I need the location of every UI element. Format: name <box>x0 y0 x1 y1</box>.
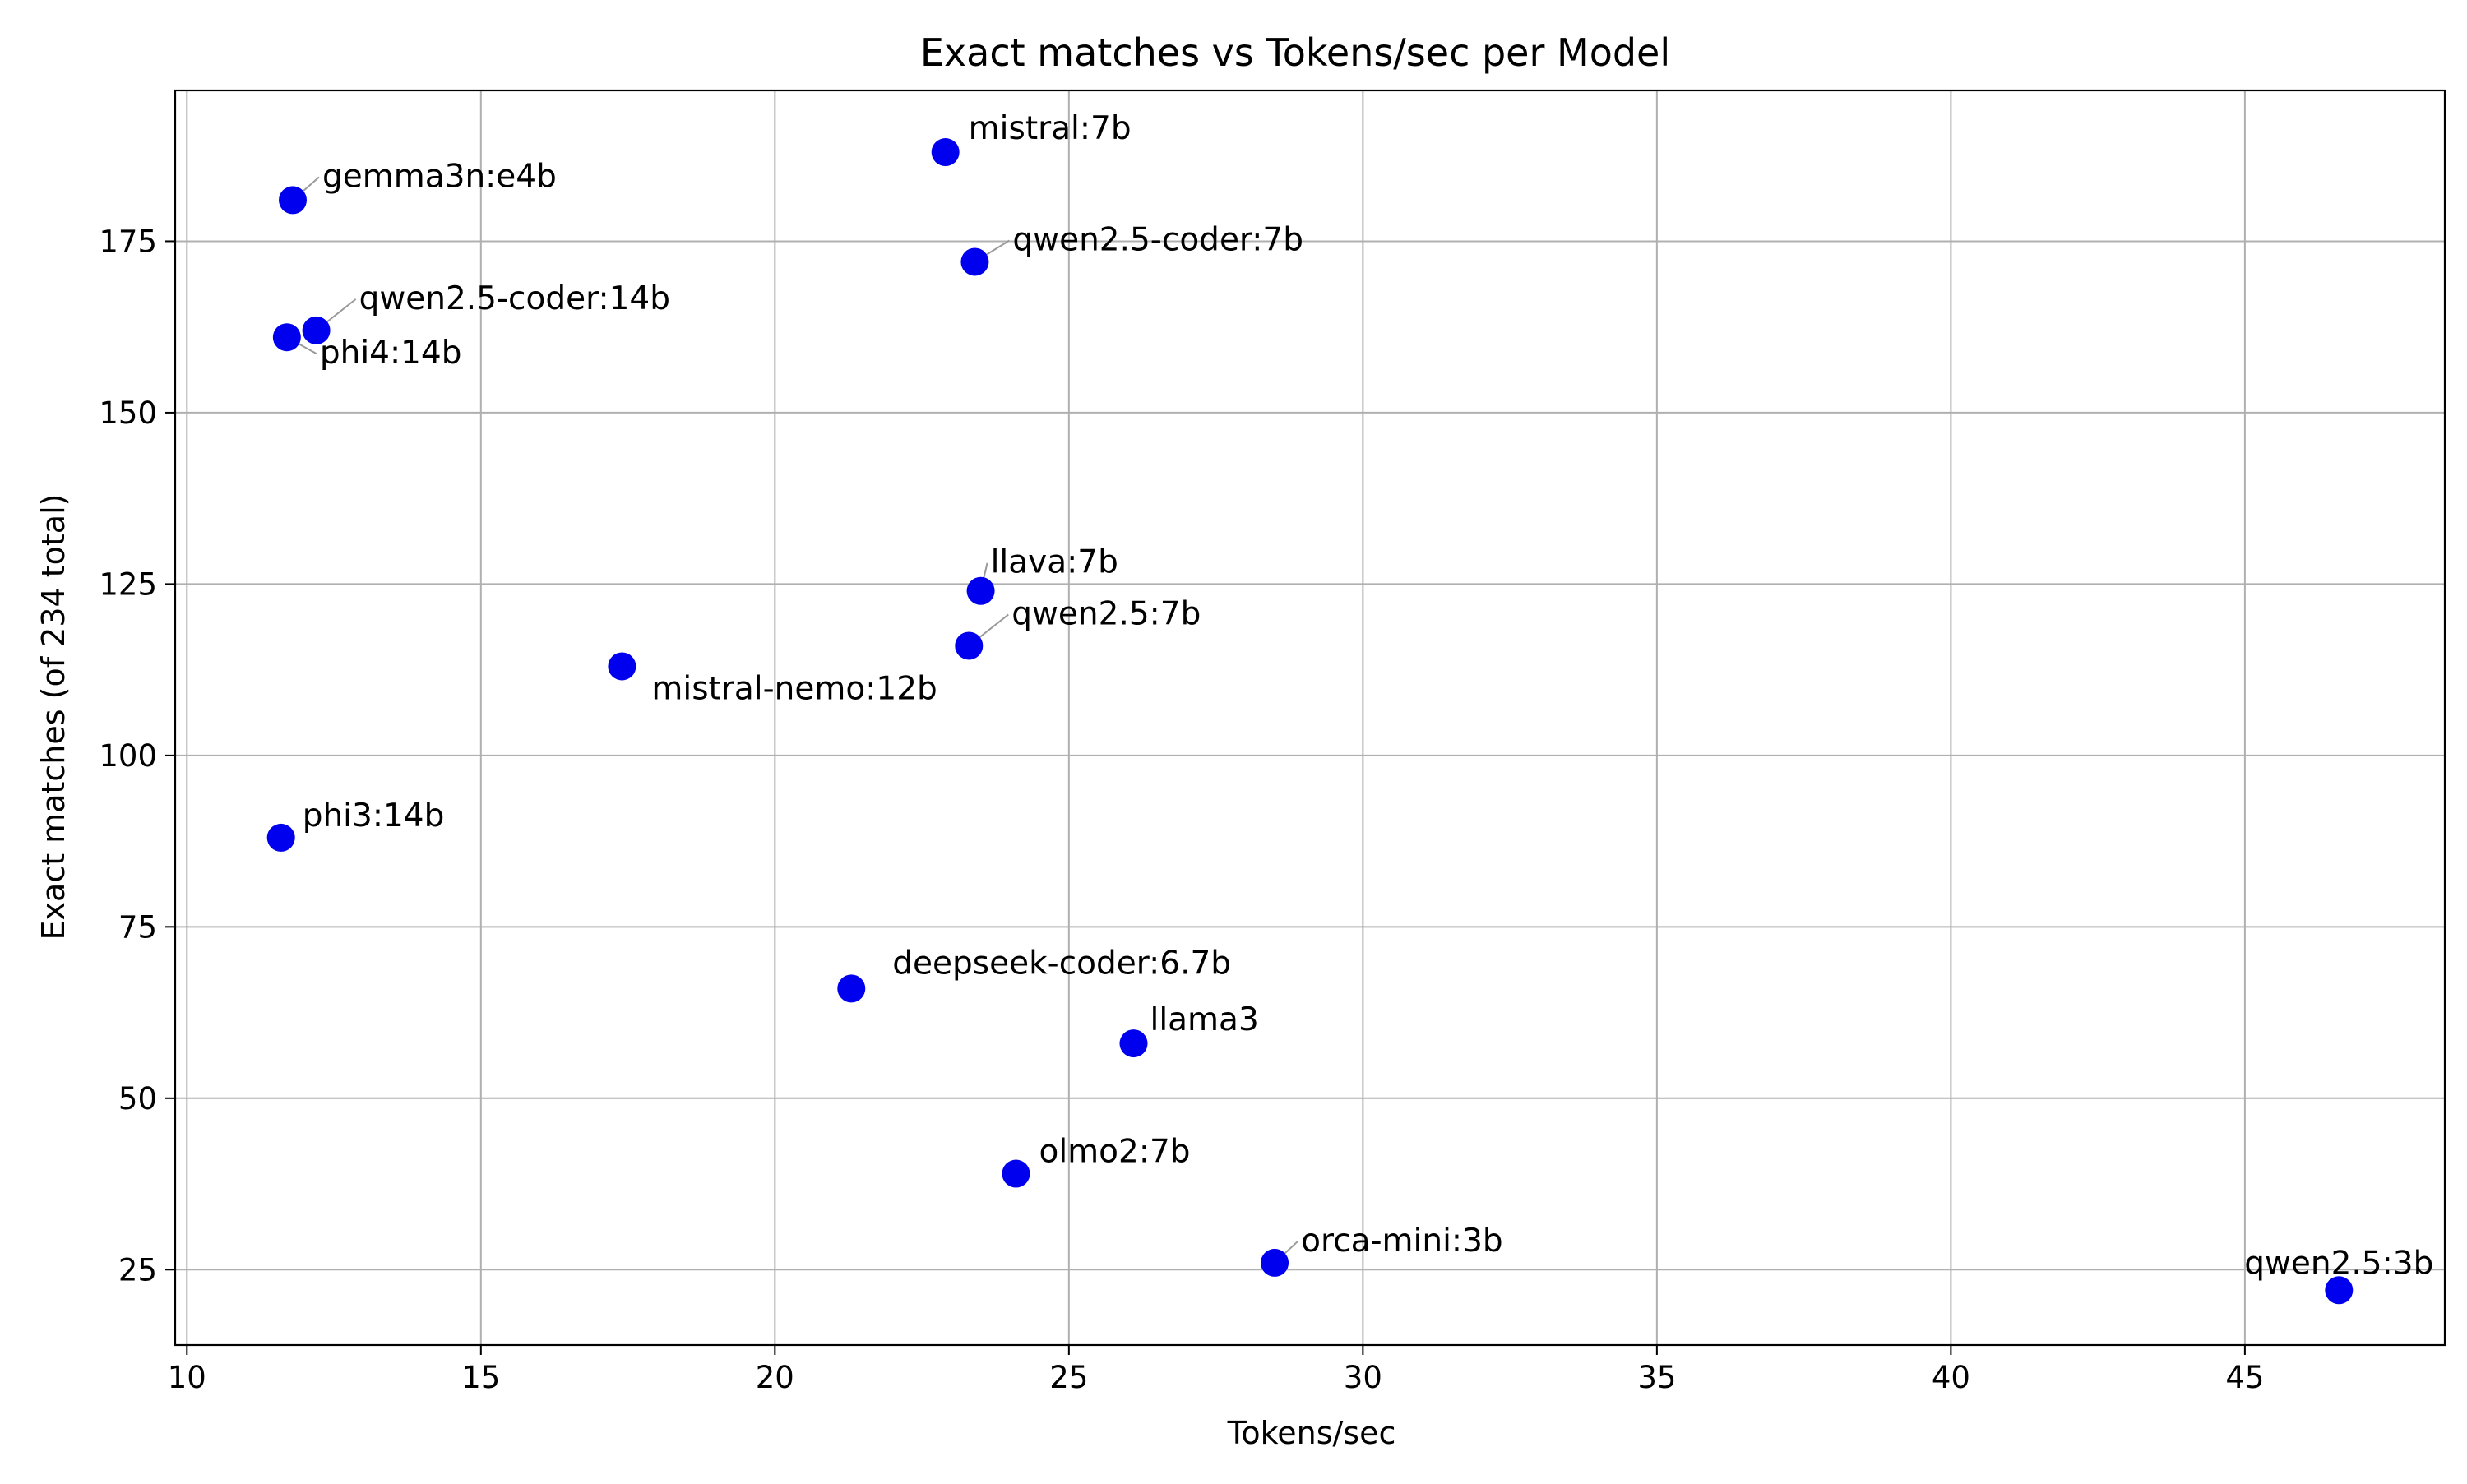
plot-area-frame <box>174 89 2446 1347</box>
axis-ticks: 10 15 20 25 30 35 40 45 25 50 75 100 125 150 175 <box>99 224 2264 1395</box>
x-tick-label: 10 <box>168 1360 206 1395</box>
x-tick-label: 40 <box>1932 1360 1970 1395</box>
y-tick-label: 125 <box>99 566 157 602</box>
y-tick-label: 75 <box>118 909 157 945</box>
x-tick-label: 15 <box>461 1360 500 1395</box>
point-label: orca-mini:3b <box>1301 1223 1503 1260</box>
data-point <box>960 247 989 276</box>
x-tick-label: 45 <box>2225 1360 2264 1395</box>
point-label: qwen2.5-coder:7b <box>1012 221 1303 258</box>
x-tick-label: 25 <box>1049 1360 1088 1395</box>
point-label: mistral:7b <box>969 110 1132 147</box>
point-label: deepseek-coder:6.7b <box>892 945 1231 982</box>
chart-title: Exact matches vs Tokens/sec per Model <box>920 30 1670 75</box>
point-label: phi3:14b <box>303 797 445 834</box>
data-point <box>1119 1029 1148 1058</box>
data-point <box>266 823 295 852</box>
data-point <box>966 576 995 605</box>
x-tick-label: 20 <box>756 1360 794 1395</box>
grid <box>175 90 2445 1345</box>
point-label: mistral-nemo:12b <box>651 670 937 707</box>
y-tick-label: 175 <box>99 224 157 259</box>
point-label: llama3 <box>1150 1001 1258 1038</box>
x-tick-label: 30 <box>1344 1360 1382 1395</box>
data-point <box>608 652 636 681</box>
y-axis-label: Exact matches (of 234 total) <box>35 494 72 941</box>
point-labels: mistral:7b gemma3n:e4b qwen2.5-coder:7b qwe… <box>303 110 2434 1282</box>
y-tick-label: 150 <box>99 395 157 431</box>
point-label: gemma3n:e4b <box>322 158 557 195</box>
data-points <box>266 138 2354 1305</box>
y-tick-label: 100 <box>99 738 157 774</box>
y-tick-label: 25 <box>118 1252 157 1288</box>
point-label: qwen2.5:3b <box>2244 1245 2433 1282</box>
point-label: phi4:14b <box>320 335 462 372</box>
data-point <box>279 186 308 215</box>
data-point <box>302 316 331 344</box>
point-label: qwen2.5-coder:14b <box>359 280 670 317</box>
y-tick-label: 50 <box>118 1081 157 1116</box>
data-point <box>272 323 301 352</box>
data-point <box>1002 1159 1030 1188</box>
point-label: olmo2:7b <box>1039 1134 1190 1171</box>
x-axis-label: Tokens/sec <box>1227 1415 1396 1451</box>
data-point <box>955 631 984 660</box>
point-label: llava:7b <box>991 544 1118 581</box>
point-label: qwen2.5:7b <box>1011 595 1201 632</box>
data-point <box>1261 1248 1289 1277</box>
data-point <box>837 974 866 1003</box>
x-tick-label: 35 <box>1637 1360 1676 1395</box>
data-point <box>931 138 960 167</box>
data-point <box>2325 1276 2354 1305</box>
